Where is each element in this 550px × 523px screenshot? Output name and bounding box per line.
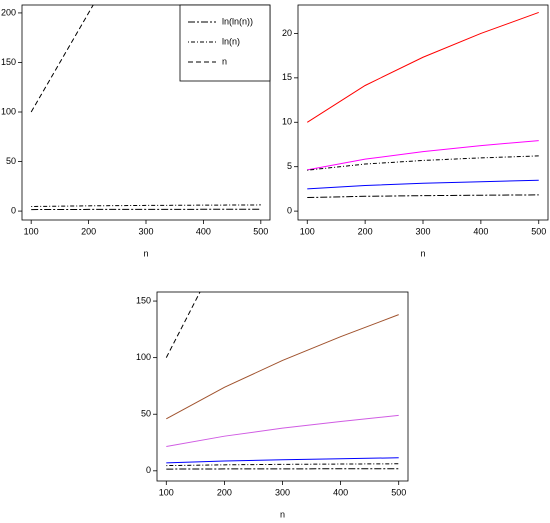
- y-tick-label: 200: [1, 7, 16, 17]
- x-tick-label: 400: [333, 487, 348, 497]
- y-tick-label: 50: [141, 409, 151, 419]
- x-tick-label: 100: [300, 226, 315, 236]
- y-tick-label: 0: [146, 465, 151, 475]
- series-line: [30, 5, 94, 113]
- y-tick-label: 150: [1, 57, 16, 67]
- series-line: [166, 314, 399, 420]
- series-line: [31, 204, 261, 208]
- series-line: [307, 140, 539, 171]
- series-line: [307, 194, 539, 199]
- y-tick-label: 50: [6, 156, 16, 166]
- series-line: [307, 179, 539, 190]
- x-tick-label: 100: [159, 487, 174, 497]
- x-tick-label: 100: [24, 226, 39, 236]
- y-tick-label: 100: [1, 106, 16, 116]
- y-tick-label: 100: [136, 352, 151, 362]
- x-tick-label: 200: [81, 226, 96, 236]
- series-line: [306, 11, 539, 123]
- y-tick-label: 10: [282, 117, 292, 127]
- x-tick-label: 300: [415, 226, 430, 236]
- x-tick-label: 500: [531, 226, 546, 236]
- x-tick-label: 300: [138, 226, 153, 236]
- series-line: [166, 414, 399, 447]
- x-tick-label: 400: [473, 226, 488, 236]
- legend: ln(ln(n)) ln(n) n: [179, 4, 271, 82]
- legend-box: [179, 4, 271, 82]
- x-tick-label: 200: [217, 487, 232, 497]
- series-line: [166, 463, 399, 467]
- x-tick-label: 500: [253, 226, 268, 236]
- x-tick-label: 500: [391, 487, 406, 497]
- chart-panel: 100 200 300 400 500 0 5 10 15 20 n: [282, 4, 549, 258]
- y-tick-label: 0: [287, 205, 292, 215]
- legend-label: ln(ln(n)): [222, 16, 253, 26]
- x-axis-label: n: [143, 248, 148, 258]
- x-tick-label: 200: [358, 226, 373, 236]
- x-axis-label: n: [420, 248, 425, 258]
- legend-label: ln(n): [222, 36, 240, 46]
- chart-panel: 100 200 300 400 500050100150200nln(ln(n))ln(…: [1, 4, 271, 258]
- y-tick-label: 15: [282, 72, 292, 82]
- plot-frame: [297, 4, 549, 221]
- chart-panel: 100 200 300 400 500 0 50 100 150 n: [136, 291, 409, 519]
- x-tick-label: 400: [196, 226, 211, 236]
- y-tick-label: 150: [136, 295, 151, 305]
- y-tick-label: 0: [11, 205, 16, 215]
- legend-label: n: [222, 56, 227, 66]
- y-tick-label: 20: [282, 28, 292, 38]
- series-line: [307, 155, 539, 171]
- plot-frame: [156, 291, 409, 482]
- x-tick-label: 300: [275, 487, 290, 497]
- series-line: [166, 457, 399, 464]
- x-axis-label: n: [280, 509, 285, 519]
- y-tick-label: 5: [287, 161, 292, 171]
